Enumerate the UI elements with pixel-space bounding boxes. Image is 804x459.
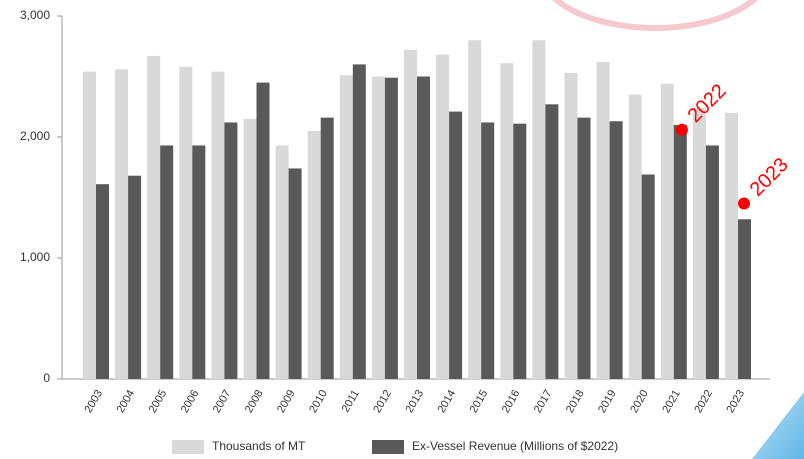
x-tick-label: 2023	[724, 388, 747, 415]
bar	[160, 145, 174, 379]
decor-corner	[752, 392, 804, 459]
bar	[115, 69, 129, 380]
bar	[500, 63, 514, 379]
bar	[577, 117, 591, 379]
bar	[256, 82, 270, 380]
y-tick-label: 0	[43, 371, 50, 385]
annotation-label: 2022	[684, 80, 731, 127]
bar	[371, 76, 385, 379]
x-tick-label: 2011	[340, 388, 362, 414]
bar	[147, 55, 161, 380]
bar	[417, 76, 430, 379]
x-tick-label: 2015	[468, 388, 491, 415]
x-tick-label: 2016	[500, 388, 523, 415]
bar	[320, 117, 334, 379]
bar	[532, 40, 546, 379]
bar	[660, 83, 674, 379]
bar	[339, 75, 353, 379]
bar	[307, 130, 321, 379]
bar	[738, 219, 751, 379]
legend-swatch	[172, 440, 204, 454]
bar	[513, 123, 527, 379]
x-tick-label: 2017	[532, 388, 555, 415]
y-tick-label: 3,000	[20, 8, 50, 22]
bar	[641, 174, 655, 379]
x-tick-label: 2008	[243, 388, 266, 415]
x-tick-label: 2014	[436, 388, 459, 415]
x-tick-label: 2022	[692, 388, 715, 415]
bar	[192, 145, 206, 379]
bar	[481, 122, 495, 379]
bar	[352, 64, 366, 380]
bar	[243, 118, 257, 379]
bar	[596, 61, 610, 379]
bar	[275, 145, 289, 379]
bar	[384, 77, 398, 380]
bar	[609, 121, 623, 380]
bar	[468, 40, 482, 379]
x-tick-label: 2010	[307, 388, 330, 415]
legend-label: Ex-Vessel Revenue (Millions of $2022)	[412, 439, 618, 453]
bar	[545, 104, 559, 379]
bar	[436, 54, 450, 379]
bar	[96, 184, 109, 379]
x-tick-label: 2007	[211, 388, 234, 415]
x-tick-label: 2006	[179, 388, 202, 415]
y-tick-label: 1,000	[20, 250, 50, 264]
bar	[725, 112, 738, 380]
x-tick-label: 2021	[660, 388, 683, 415]
x-tick-label: 2003	[82, 388, 105, 415]
bar	[692, 107, 706, 380]
bar	[628, 94, 642, 380]
x-tick-label: 2020	[628, 388, 651, 415]
x-tick-label: 2012	[371, 388, 394, 415]
bar	[211, 71, 225, 379]
bar	[673, 124, 687, 380]
bar	[128, 175, 142, 379]
bar	[564, 72, 578, 380]
legend-swatch	[372, 440, 404, 454]
annotation-dot	[738, 197, 750, 210]
legend-label: Thousands of MT	[212, 439, 306, 453]
decor-circle	[552, 0, 758, 31]
bar	[705, 145, 719, 379]
x-tick-label: 2013	[403, 388, 426, 415]
bar	[404, 49, 417, 379]
y-tick-label: 2,000	[20, 129, 50, 143]
bar	[224, 122, 238, 379]
annotation-label: 2023	[746, 154, 793, 201]
bar	[83, 71, 96, 379]
x-tick-label: 2019	[596, 388, 619, 415]
x-tick-label: 2004	[115, 388, 138, 415]
annotation-dot	[675, 123, 688, 136]
bar	[288, 168, 302, 379]
x-tick-label: 2018	[564, 388, 587, 415]
bar	[449, 111, 463, 379]
x-tick-label: 2005	[147, 388, 170, 415]
bar	[179, 66, 193, 379]
x-tick-label: 2009	[275, 388, 298, 415]
